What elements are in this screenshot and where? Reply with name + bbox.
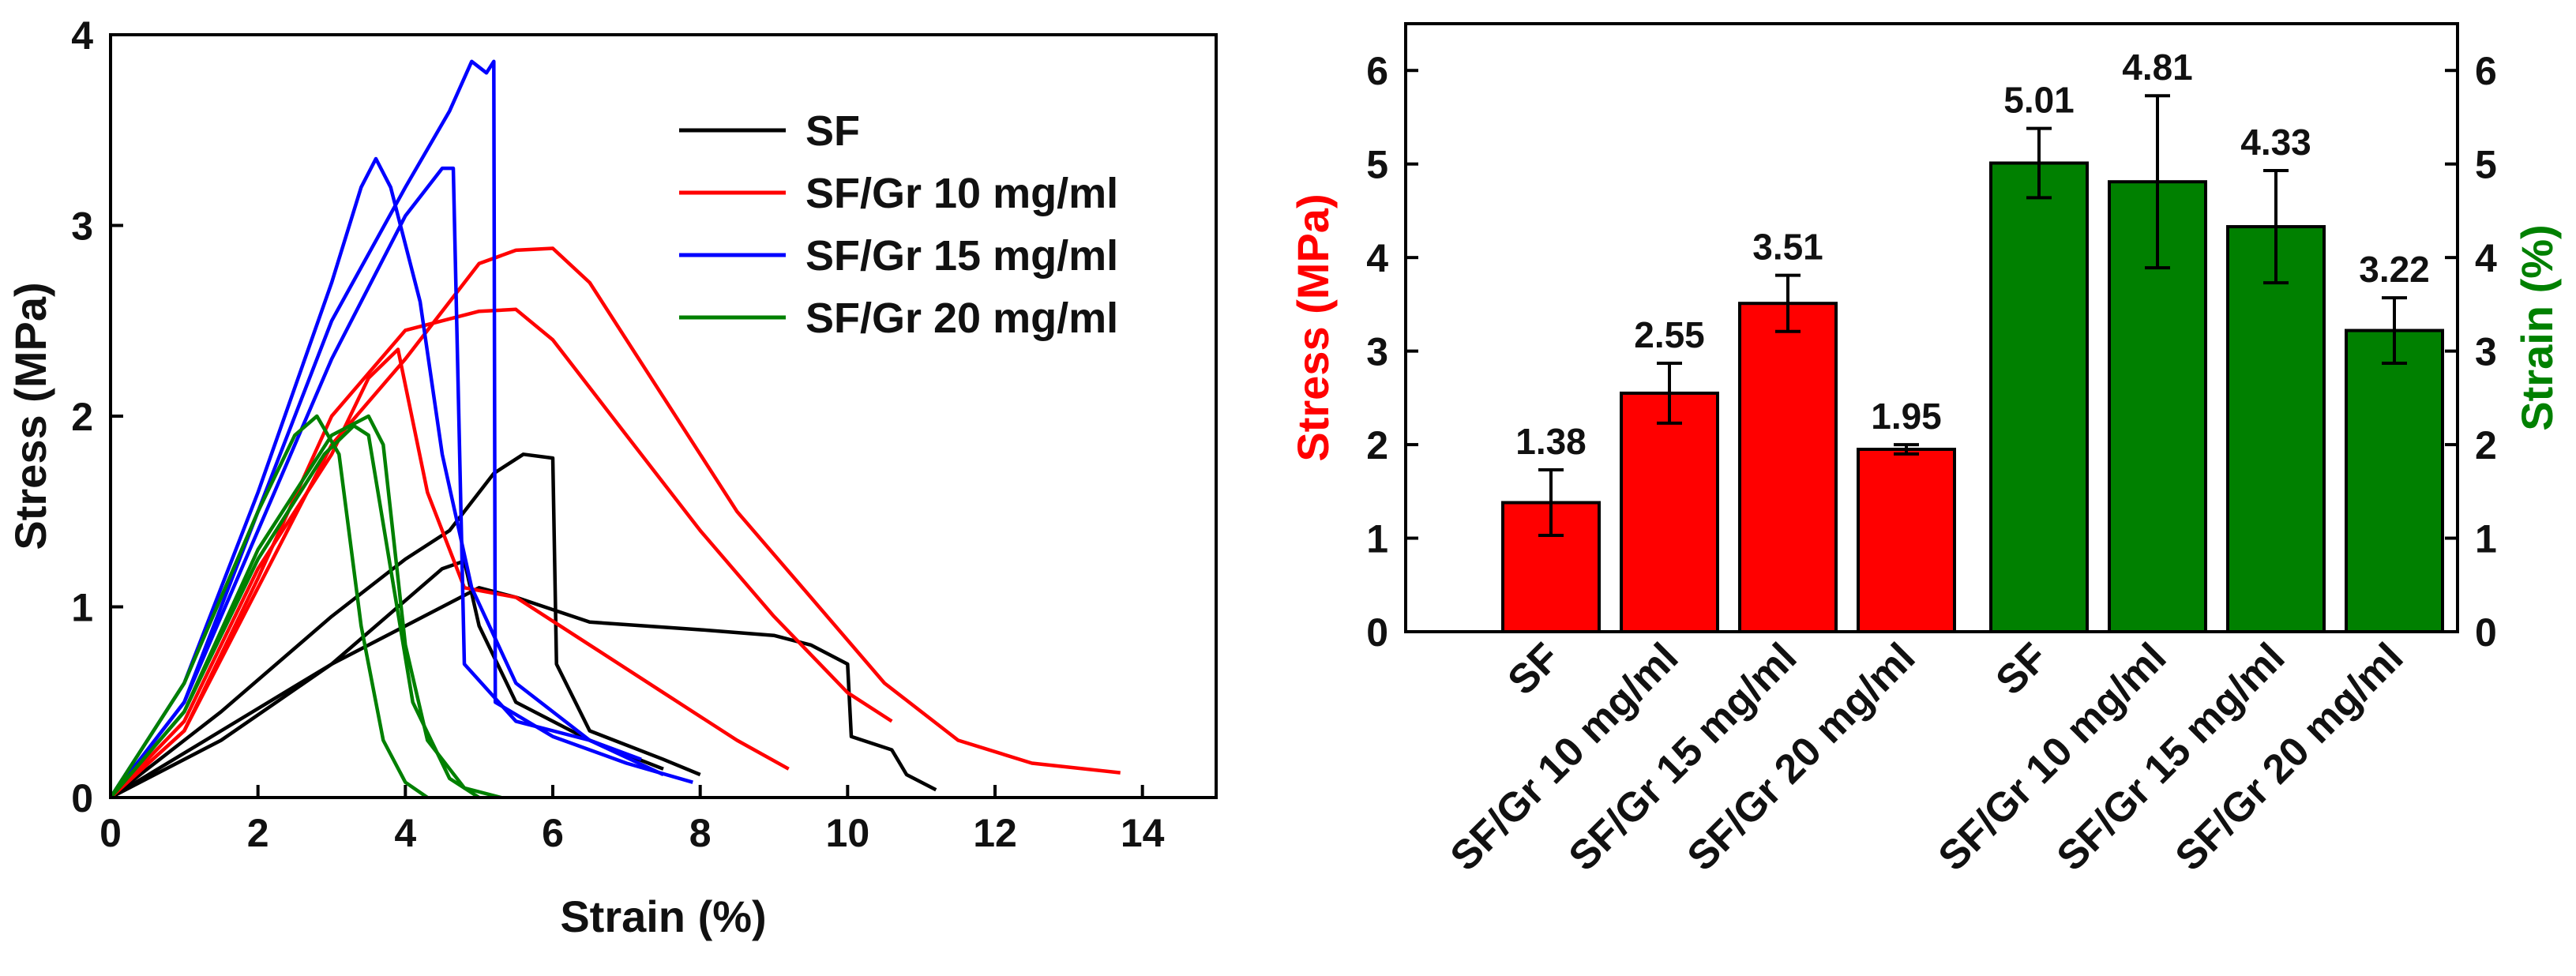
x-tick-label: 0 <box>100 811 122 855</box>
legend-label-2: SF/Gr 15 mg/ml <box>805 232 1118 280</box>
curve-series-2-sample-2 <box>111 156 664 798</box>
x-tick-label: 12 <box>973 811 1017 855</box>
bar-value-label-0-3: 1.95 <box>1871 396 1942 437</box>
x-tick-label: 6 <box>542 811 564 855</box>
right-axis-title: Strain (%) <box>2512 224 2562 430</box>
left-tick-label: 2 <box>1366 423 1388 467</box>
right-tick-label: 5 <box>2475 143 2497 187</box>
x-tick-label: 8 <box>689 811 712 855</box>
bar-stress-1 <box>1620 391 1719 633</box>
bar-value-label-0-2: 3.51 <box>1752 227 1823 268</box>
bar-strain-0 <box>1989 161 2089 633</box>
curve-series-1-sample-0 <box>111 246 1121 798</box>
bar-value-label-1-0: 5.01 <box>2003 80 2075 121</box>
category-label-0-3: SF/Gr 20 mg/ml <box>1679 634 1924 880</box>
left-tick-label: 4 <box>1366 236 1388 280</box>
right-tick-label: 6 <box>2475 49 2497 93</box>
right-tick-label: 3 <box>2475 330 2497 374</box>
plot-frame <box>1404 22 2459 633</box>
y-tick-label: 3 <box>71 205 93 249</box>
y-axis-title: Stress (MPa) <box>6 282 55 550</box>
category-label-1-0: SF <box>1987 634 2056 704</box>
y-tick-label: 0 <box>71 776 93 820</box>
right-tick-label: 2 <box>2475 423 2497 467</box>
left-tick-label: 1 <box>1366 517 1388 561</box>
left-tick-label: 6 <box>1366 49 1388 93</box>
left-tick-label: 3 <box>1366 330 1388 374</box>
curve-series-3-sample-1 <box>111 414 502 798</box>
right-tick-label: 1 <box>2475 517 2497 561</box>
bar-value-label-1-1: 4.81 <box>2122 47 2193 88</box>
bar-value-label-1-3: 3.22 <box>2359 249 2430 290</box>
category-label-1-3: SF/Gr 20 mg/ml <box>2167 634 2413 880</box>
curve-series-2-sample-1 <box>111 166 642 798</box>
legend-label-1: SF/Gr 10 mg/ml <box>805 170 1118 217</box>
bar-stress-2 <box>1738 302 1838 633</box>
left-tick-label: 5 <box>1366 143 1388 187</box>
x-tick-label: 10 <box>826 811 870 855</box>
legend-label-0: SF <box>805 107 860 155</box>
left-tick-label: 0 <box>1366 610 1388 655</box>
left-axis-title: Stress (MPa) <box>1288 193 1338 461</box>
curve-series-0-sample-0 <box>111 452 701 798</box>
y-tick-label: 4 <box>71 13 93 58</box>
y-tick-label: 1 <box>71 586 93 630</box>
bar-value-label-1-2: 4.33 <box>2240 122 2311 163</box>
bar-strain-2 <box>2226 225 2326 633</box>
bar-strain-3 <box>2345 328 2444 633</box>
y-tick-label: 2 <box>71 395 93 439</box>
curve-series-1-sample-1 <box>111 307 893 798</box>
plot-frame <box>109 33 1218 799</box>
x-tick-label: 14 <box>1121 811 1165 855</box>
curve-series-3-sample-0 <box>111 414 429 798</box>
curve-series-1-sample-2 <box>111 347 790 798</box>
bar-value-label-0-1: 2.55 <box>1634 314 1705 355</box>
x-tick-label: 4 <box>394 811 416 855</box>
bar-stress-3 <box>1857 448 1956 633</box>
curves-group <box>111 59 1121 798</box>
bar-value-label-0-0: 1.38 <box>1515 421 1587 462</box>
x-axis-title: Strain (%) <box>560 892 766 941</box>
category-label-0-0: SF <box>1499 634 1568 704</box>
right-tick-label: 0 <box>2475 610 2497 655</box>
x-tick-label: 2 <box>247 811 269 855</box>
right-tick-label: 4 <box>2475 236 2497 280</box>
curve-series-3-sample-2 <box>111 423 480 798</box>
curve-series-0-sample-2 <box>111 586 937 798</box>
legend-label-3: SF/Gr 20 mg/ml <box>805 295 1118 342</box>
